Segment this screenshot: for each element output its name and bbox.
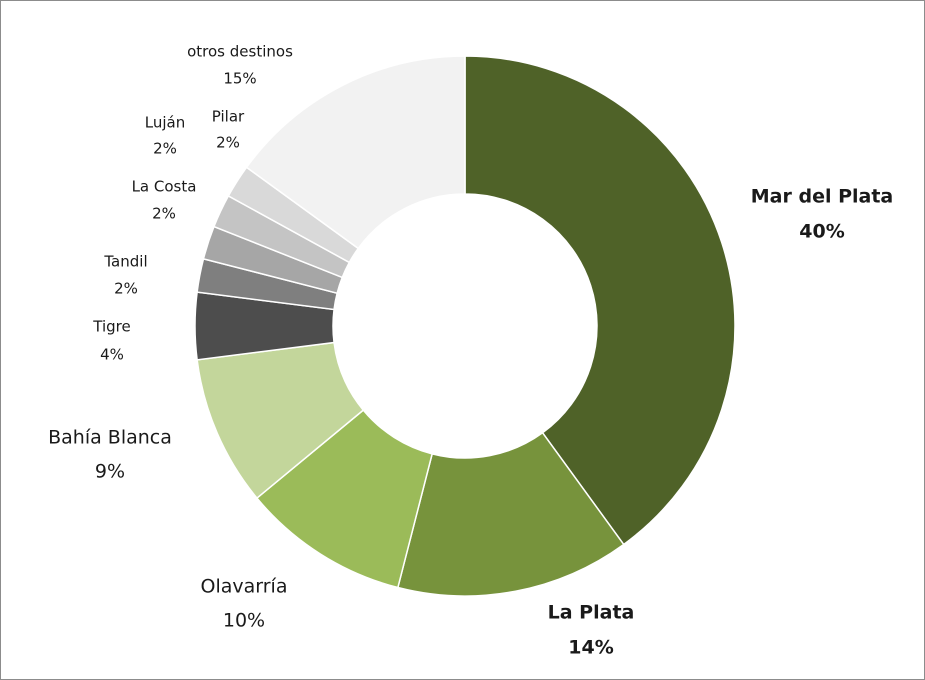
donut-slice <box>396 431 625 597</box>
slice-value-label: 2% <box>114 280 138 298</box>
slice-label: otros destinos <box>187 43 293 61</box>
donut-slice <box>245 55 466 250</box>
slice-label: Olavarría <box>201 576 288 598</box>
slice-value-label: 9% <box>95 461 125 483</box>
slice-value-label: 10% <box>223 610 265 632</box>
slice-label: Bahía Blanca <box>48 427 172 449</box>
donut-slice <box>464 55 736 546</box>
slice-label: Luján <box>145 114 185 132</box>
slice-label: La Costa <box>132 178 197 196</box>
slice-value-label: 15% <box>223 70 256 88</box>
slice-value-label: 2% <box>152 205 176 223</box>
slice-label: Mar del Plata <box>751 186 894 208</box>
slice-label: Tandil <box>103 253 147 271</box>
slice-label: Pilar <box>212 108 245 126</box>
slice-value-label: 2% <box>153 140 177 158</box>
slice-value-label: 40% <box>799 221 844 243</box>
slice-value-label: 2% <box>216 134 240 152</box>
slice-label: La Plata <box>548 602 635 624</box>
slice-value-label: 4% <box>100 346 124 364</box>
slice-label: Tigre <box>92 318 130 336</box>
slice-value-label: 14% <box>568 637 613 659</box>
